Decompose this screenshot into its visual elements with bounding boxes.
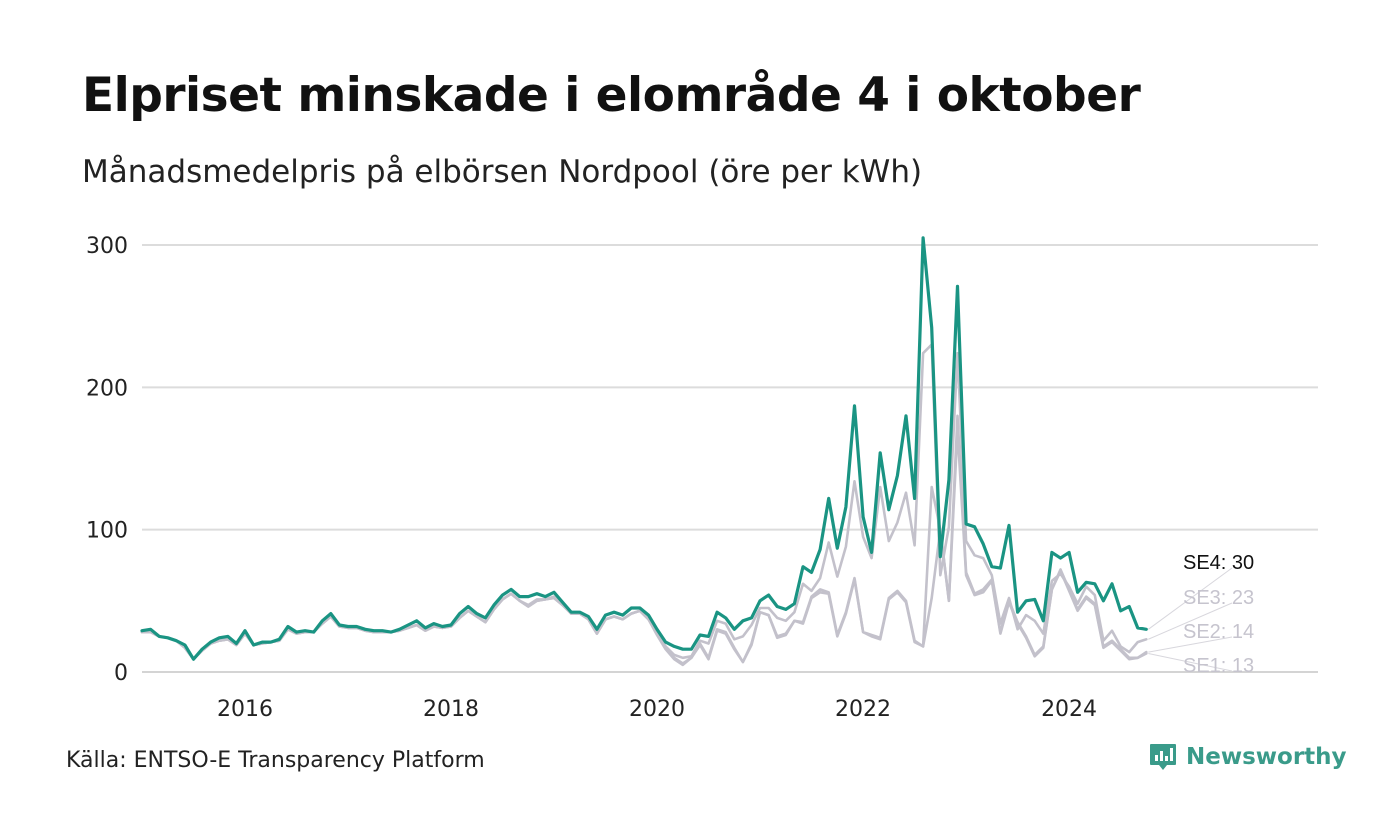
x-tick-label: 2018: [423, 697, 479, 722]
y-axis: 0 100 200 300: [86, 234, 128, 686]
leader-line-se1: [1148, 653, 1233, 672]
grid-lines: [142, 244, 1318, 673]
source-note: Källa: ENTSO-E Transparency Platform: [66, 748, 485, 773]
y-tick-label: 0: [114, 661, 128, 686]
chart-title: Elpriset minskade i elområde 4 i oktober: [82, 68, 1141, 123]
series-line-se4: [140, 236, 1148, 661]
end-label-se2: SE2: 14: [1183, 621, 1254, 643]
end-label-se1: SE1: 13: [1183, 655, 1254, 677]
newsworthy-logo: Newsworthy: [1148, 742, 1347, 772]
newsworthy-logo-icon: [1150, 744, 1176, 770]
y-tick-label: 100: [86, 519, 128, 544]
x-tick-label: 2022: [835, 697, 891, 722]
x-tick-label: 2020: [629, 697, 685, 722]
leader-line-se2: [1148, 636, 1233, 653]
x-tick-label: 2024: [1041, 697, 1097, 722]
series-line-se2: [140, 414, 1148, 665]
end-labels: SE4: 30 SE3: 23 SE2: 14 SE1: 13: [1148, 552, 1254, 677]
end-label-se3: SE3: 23: [1183, 587, 1254, 609]
y-tick-label: 200: [86, 376, 128, 401]
x-tick-label: 2016: [217, 697, 273, 722]
leader-line-se3: [1148, 602, 1233, 640]
end-label-se4: SE4: 30: [1183, 552, 1254, 574]
series-lines: [140, 236, 1148, 667]
y-tick-label: 300: [86, 234, 128, 259]
logo-text: Newsworthy: [1186, 744, 1347, 770]
x-axis: 2016 2018 2020 2022 2024: [217, 697, 1097, 722]
leader-line-se4: [1148, 567, 1233, 630]
chart-subtitle: Månadsmedelpris på elbörsen Nordpool (ör…: [82, 154, 923, 190]
